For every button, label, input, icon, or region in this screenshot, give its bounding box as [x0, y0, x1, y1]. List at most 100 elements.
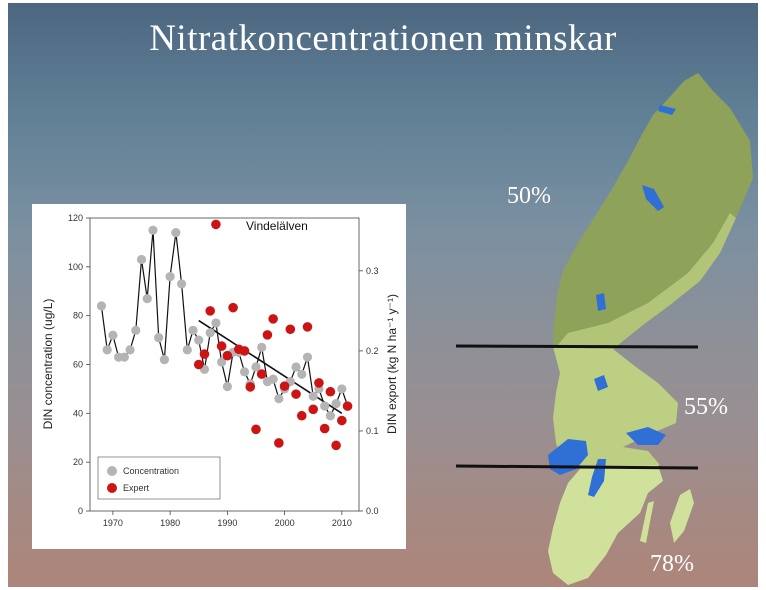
region-boundary-north [455, 344, 699, 349]
region-percent-south: 78% [650, 551, 694, 577]
y-tick-label-3: 60 [73, 360, 83, 370]
concentration-point-35 [297, 369, 307, 379]
expert-point-3 [211, 219, 221, 230]
concentration-point-10 [154, 333, 164, 343]
expert-point-8 [239, 346, 250, 356]
concentration-point-15 [182, 345, 192, 355]
region-percent-north: 50% [507, 183, 551, 209]
x-tick-label-3: 2000 [275, 518, 295, 528]
map-region-north-lowland [556, 213, 736, 349]
concentration-point-16 [188, 325, 198, 335]
expert-point-17 [291, 389, 301, 399]
concentration-point-42 [337, 384, 347, 394]
y-tick-label-1: 20 [73, 457, 83, 467]
map-region-south [548, 465, 663, 585]
expert-point-24 [331, 440, 341, 451]
concentration-point-11 [159, 355, 170, 365]
region-boundary-south [455, 464, 699, 470]
concentration-point-25 [239, 367, 250, 377]
y2-tick-label-3: 0.3 [366, 266, 379, 276]
concentration-point-21 [217, 357, 227, 367]
map-island-oland [640, 501, 654, 543]
expert-point-23 [325, 386, 336, 397]
lake-siljan [594, 375, 608, 391]
concentration-point-30 [268, 374, 278, 384]
concentration-point-39 [320, 401, 330, 411]
map-region-middle [553, 347, 678, 469]
expert-point-19 [302, 322, 313, 332]
legend-label-concentration: Concentration [123, 466, 179, 476]
legend-box [97, 456, 221, 500]
legend-marker-expert [107, 483, 117, 493]
map-island-gotland [670, 489, 694, 543]
concentration-point-36 [302, 352, 313, 362]
expert-point-0 [193, 359, 204, 370]
concentration-point-12 [165, 272, 175, 282]
concentration-point-13 [171, 228, 181, 238]
lake-north-3 [596, 293, 606, 311]
expert-point-10 [251, 424, 261, 435]
expert-point-5 [222, 350, 233, 361]
concentration-point-1 [102, 345, 112, 355]
legend: Concentration Expert [97, 456, 221, 500]
map-region-north [553, 73, 753, 349]
y2-tick-label-0: 0.0 [366, 506, 379, 516]
expert-point-11 [256, 369, 267, 379]
y2-tick-label-1: 0.1 [366, 426, 379, 436]
y-axis-label: DIN concentration (ug/L) [41, 299, 55, 430]
y-tick-label-4: 80 [73, 311, 83, 321]
region-percent-middle: 55% [684, 394, 728, 420]
concentration-point-37 [308, 391, 318, 401]
sweden-map [455, 73, 753, 585]
x-tick-label-2: 1990 [217, 518, 237, 528]
y-tick-label-5: 100 [68, 262, 83, 272]
expert-point-22 [319, 423, 330, 434]
expert-point-18 [296, 410, 307, 421]
legend-marker-concentration [107, 466, 117, 476]
chart-title: Vindelälven [246, 219, 308, 233]
expert-point-4 [216, 341, 227, 351]
concentration-point-2 [108, 330, 118, 340]
concentration-point-31 [274, 394, 284, 404]
y2-tick-label-2: 0.2 [366, 346, 379, 356]
expert-point-14 [274, 438, 284, 448]
concentration-point-6 [131, 325, 141, 335]
expert-point-15 [279, 381, 290, 391]
x-tick-label-4: 2010 [332, 518, 352, 528]
expert-point-16 [285, 324, 296, 335]
concentration-point-40 [325, 411, 335, 421]
lake-north-1 [642, 185, 664, 211]
concentration-point-8 [142, 293, 152, 304]
concentration-point-5 [125, 345, 135, 355]
expert-point-9 [245, 382, 256, 392]
chart-panel: 1970 1980 1990 2000 2010 0 20 40 60 80 100 120 0.0 0.… [32, 204, 406, 549]
x-tick-label-0: 1970 [103, 518, 123, 528]
concentration-point-17 [194, 335, 204, 345]
expert-point-20 [308, 404, 319, 415]
slide-title: Nitratkoncentrationen minskar [149, 18, 617, 59]
concentration-point-28 [257, 342, 267, 353]
concentration-point-20 [211, 318, 221, 328]
concentration-point-22 [222, 381, 232, 392]
expert-point-25 [337, 415, 347, 426]
concentration-point-27 [251, 362, 261, 372]
y-tick-label-2: 40 [73, 408, 83, 418]
x-tick-label-1: 1980 [160, 518, 180, 528]
concentration-point-4 [119, 352, 129, 362]
din-chart: 1970 1980 1990 2000 2010 0 20 40 60 80 100 120 0.0 0.… [41, 213, 399, 528]
y2-axis-label: DIN export (kg N ha⁻¹ y⁻¹) [385, 294, 399, 434]
expert-point-21 [314, 378, 324, 388]
lake-north-2 [658, 105, 676, 115]
slide: Nitratkoncentrationen minskar 50% 55% 78… [8, 3, 758, 587]
concentration-point-9 [148, 225, 158, 235]
concentration-point-34 [291, 362, 301, 372]
y-tick-label-6: 120 [68, 213, 83, 223]
expert-point-12 [262, 330, 273, 340]
trend-line [198, 319, 343, 415]
concentration-point-41 [331, 398, 341, 409]
expert-point-26 [342, 401, 353, 411]
y-tick-label-0: 0 [78, 506, 83, 516]
expert-point-2 [205, 306, 215, 316]
expert-point-1 [199, 349, 210, 359]
expert-point-13 [268, 314, 278, 324]
